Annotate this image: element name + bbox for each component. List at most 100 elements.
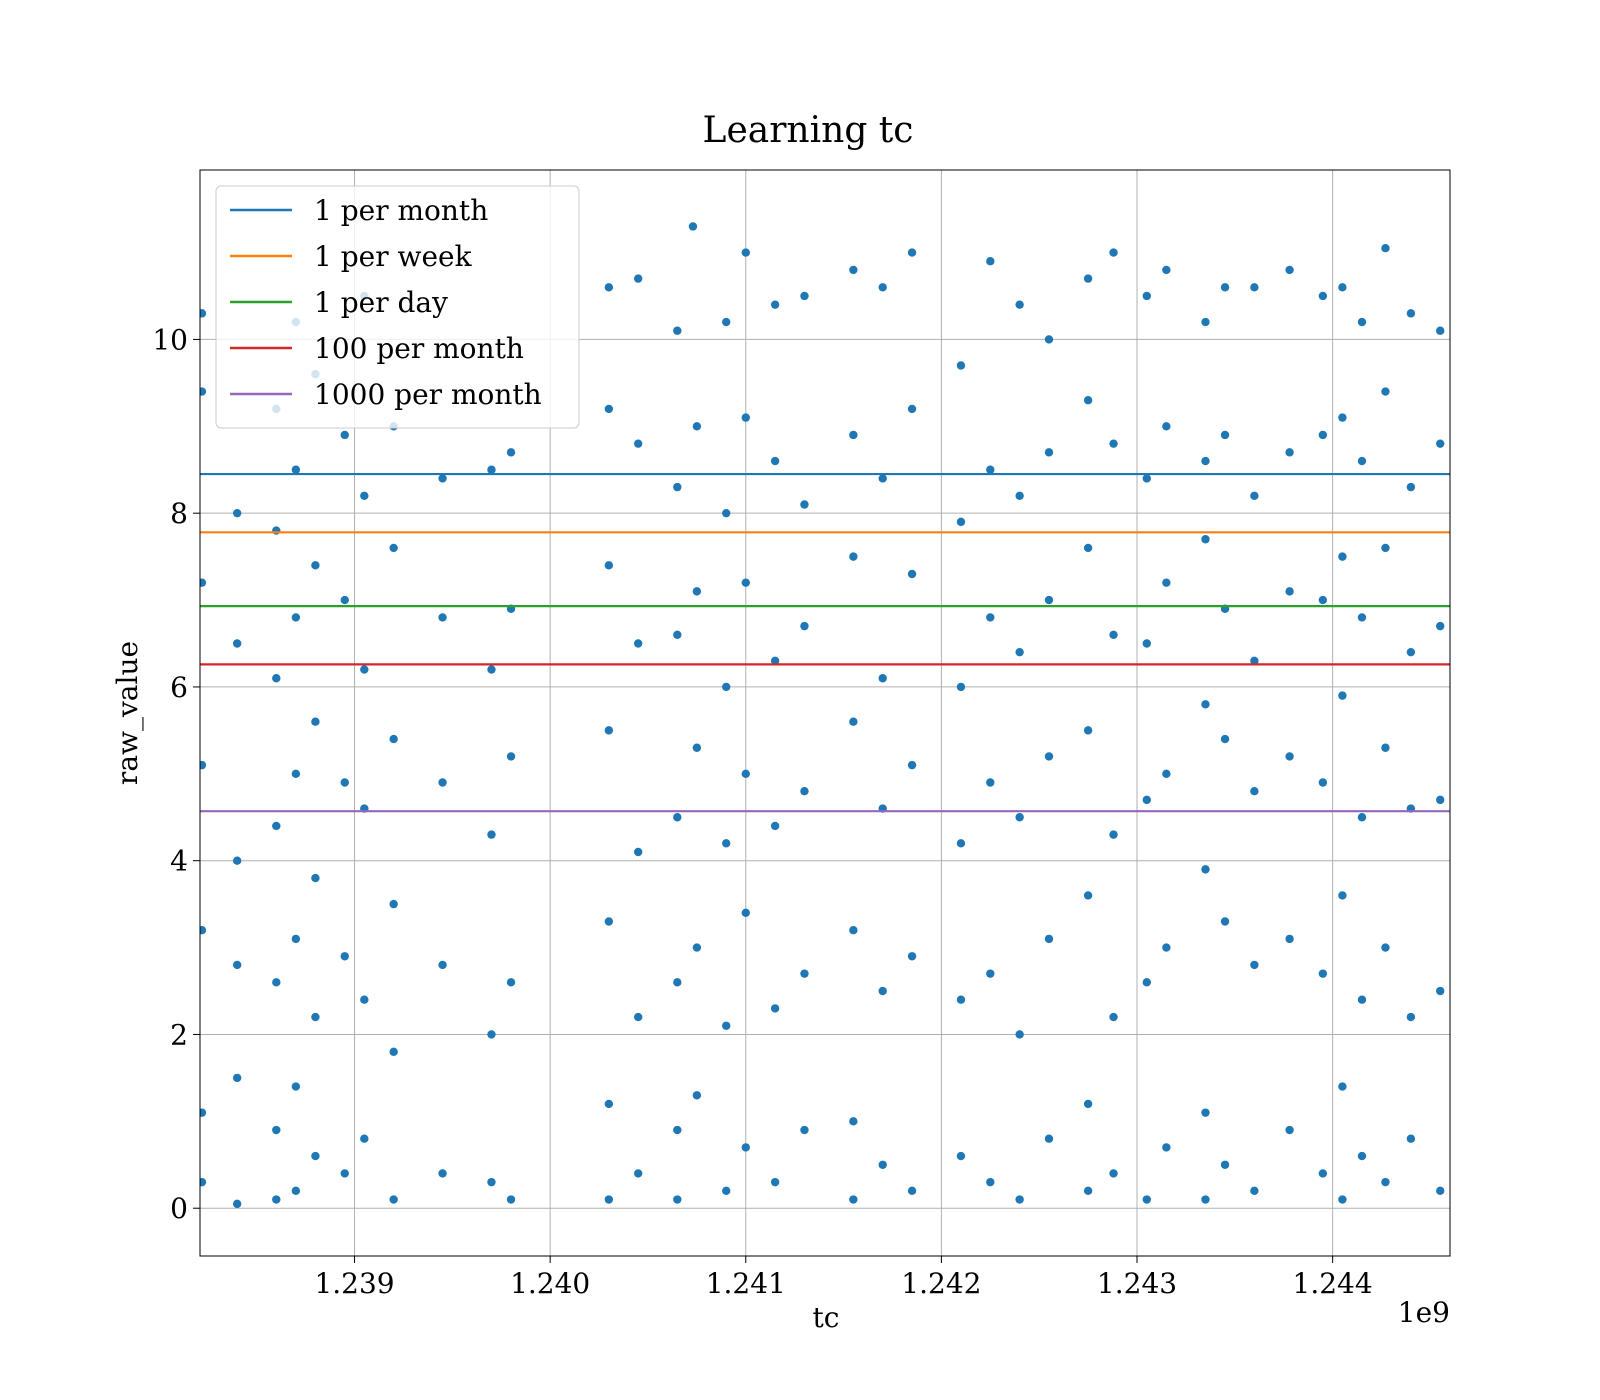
scatter-point-26 [291, 1186, 301, 1196]
scatter-point-75 [633, 847, 643, 857]
x-axis-label: tc [813, 1301, 840, 1334]
scatter-point-96 [722, 1186, 731, 1196]
scatter-point-82 [673, 978, 682, 987]
scatter-point-67 [604, 561, 614, 570]
scatter-point-29 [311, 717, 320, 726]
scatter-point-183 [1201, 317, 1210, 327]
scatter-point-191 [1220, 430, 1230, 440]
legend-label-4: 1000 per month [314, 378, 542, 411]
scatter-point-53 [438, 960, 447, 970]
scatter-point-60 [506, 448, 516, 457]
scatter-point-18 [272, 1125, 281, 1135]
scatter-point-190 [1220, 283, 1230, 292]
scatter-point-136 [956, 682, 966, 692]
scatter-point-143 [986, 778, 995, 787]
scatter-point-112 [800, 786, 809, 796]
scatter-point-226 [1357, 1151, 1367, 1161]
scatter-point-11 [232, 1073, 242, 1083]
scatter-point-87 [692, 587, 702, 596]
scatter-point-198 [1250, 656, 1259, 666]
scatter-point-124 [878, 674, 887, 683]
scatter-point-222 [1357, 456, 1367, 466]
scatter-point-223 [1357, 613, 1367, 622]
scatter-point-78 [673, 326, 682, 335]
chart-title: Learning tc [703, 110, 914, 151]
scatter-point-14 [272, 526, 281, 535]
scatter-point-207 [1285, 1125, 1294, 1135]
scatter-point-211 [1318, 778, 1328, 787]
scatter-point-100 [741, 769, 750, 779]
scatter-point-99 [741, 578, 750, 587]
scatter-point-81 [673, 813, 682, 822]
scatter-point-97 [741, 248, 750, 257]
scatter-point-58 [487, 1030, 496, 1039]
scatter-point-212 [1318, 969, 1328, 978]
threshold-lines [200, 472, 1450, 813]
legend-label-1: 1 per week [314, 240, 473, 273]
scatter-point-240 [1436, 439, 1445, 448]
scatter-point-160 [1083, 543, 1093, 553]
scatter-point-169 [1109, 1012, 1118, 1022]
scatter-point-76 [633, 1012, 643, 1022]
legend-box [215, 185, 580, 429]
scatter-point-177 [1162, 265, 1171, 275]
x-axis-offset-label: 1e9 [1398, 1296, 1450, 1329]
legend: 1 per month 1 per week 1 per day 100 per mo… [215, 185, 580, 429]
scatter-point-179 [1162, 578, 1171, 587]
plot-frame [199, 169, 1451, 1257]
scatter-point-184 [1201, 456, 1210, 466]
scatter-point-214 [1338, 283, 1347, 292]
scatter-point-47 [389, 899, 398, 909]
scatter-point-8 [232, 639, 242, 648]
scatter-point-131 [907, 760, 917, 770]
scatter-point-201 [1250, 1186, 1259, 1196]
scatter-point-74 [633, 639, 643, 648]
scatter-point-28 [311, 561, 320, 570]
scatter-point-72 [633, 274, 643, 283]
scatter-point-150 [1015, 1030, 1024, 1039]
scatter-point-208 [1318, 291, 1328, 301]
scatter-point-15 [272, 674, 281, 683]
scatter-point-224 [1357, 813, 1367, 822]
legend-label-0: 1 per month [314, 194, 488, 227]
scatter-point-5 [200, 1108, 207, 1117]
scatter-point-115 [849, 265, 858, 275]
scatter-point-110 [800, 500, 809, 509]
scatter-point-134 [956, 361, 966, 370]
legend-label-3: 100 per month [314, 332, 524, 365]
scatter-point-71 [604, 1195, 614, 1204]
scatter-point-123 [878, 474, 887, 483]
y-tick-label-2: 4 [170, 845, 188, 878]
scatter-point-152 [1044, 335, 1054, 344]
scatter-point-195 [1220, 1160, 1230, 1169]
scatter-point-210 [1318, 595, 1328, 605]
y-tick-label-4: 8 [170, 497, 188, 530]
scatter-point-34 [340, 595, 349, 605]
scatter-point-221 [1357, 317, 1367, 327]
scatter-point-166 [1109, 439, 1118, 448]
scatter-point-146 [1015, 300, 1024, 309]
scatter-point-216 [1338, 552, 1347, 561]
scatter-point-59 [487, 1177, 496, 1187]
scatter-point-165 [1109, 248, 1118, 257]
x-axis-ticks: 1.239 1.240 1.241 1.242 1.243 1.244 [314, 1256, 1373, 1300]
scatter-point-196 [1250, 283, 1259, 292]
scatter-point-56 [487, 665, 496, 674]
scatter-point-197 [1250, 491, 1259, 500]
scatter-point-182 [1162, 1143, 1171, 1152]
scatter-point-157 [1044, 1134, 1054, 1143]
scatter-point-106 [770, 821, 780, 831]
x-tick-label-4: 1.243 [1097, 1267, 1177, 1300]
scatter-point-49 [389, 1195, 398, 1204]
scatter-point-117 [849, 552, 858, 561]
scatter-point-218 [1338, 891, 1347, 900]
scatter-point-234 [1406, 482, 1416, 492]
scatter-point-80 [673, 630, 682, 640]
scatter-point-158 [1083, 274, 1093, 283]
scatter-point-94 [722, 839, 731, 848]
scatter-point-132 [907, 952, 917, 961]
scatter-point-114 [800, 1125, 809, 1135]
scatter-point-77 [633, 1169, 643, 1178]
scatter-point-66 [604, 404, 614, 414]
